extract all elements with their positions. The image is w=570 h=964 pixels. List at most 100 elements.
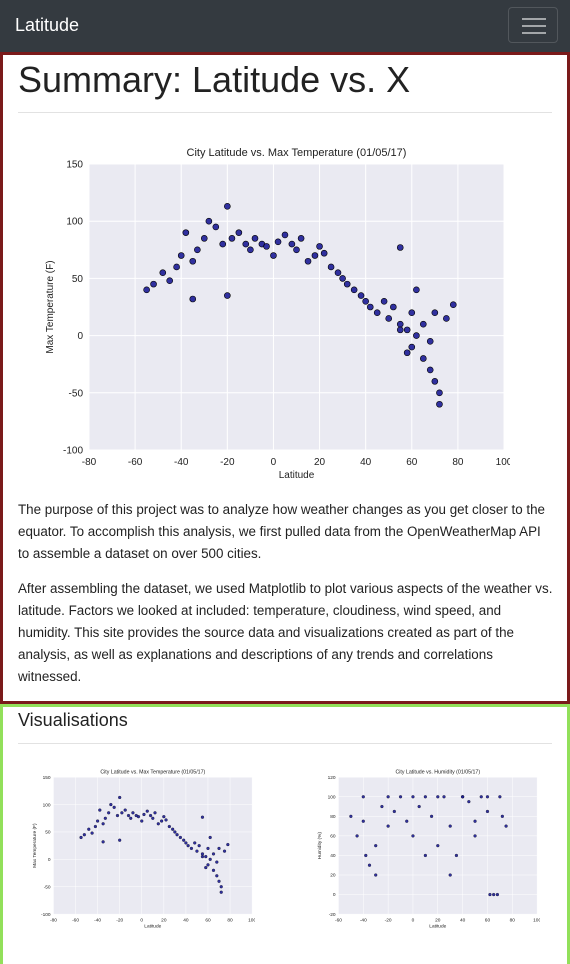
point [189, 257, 197, 265]
point [90, 831, 94, 835]
point [426, 338, 434, 345]
point [364, 853, 368, 858]
x-tick-label: 20 [314, 457, 326, 468]
point [109, 803, 113, 807]
point [334, 269, 342, 276]
y-tick-label: -100 [63, 446, 83, 457]
point [442, 795, 446, 799]
menu-toggle[interactable] [508, 7, 558, 43]
point [380, 804, 384, 809]
point [396, 326, 404, 334]
x-tick-label: 80 [227, 917, 233, 923]
chart-title: City Latitude vs. Max Temperature (01/05… [187, 147, 407, 159]
x-tick-label: -40 [360, 917, 367, 923]
point [366, 303, 374, 311]
point [193, 841, 197, 845]
point [492, 892, 496, 897]
chart-title: City Latitude vs. Max Temperature (01/05… [100, 769, 205, 775]
point [390, 303, 397, 311]
summary-title: Summary: Latitude vs. X [18, 59, 411, 100]
point [403, 326, 411, 334]
point [212, 223, 220, 231]
point [242, 240, 250, 248]
point [367, 863, 372, 867]
point [436, 400, 443, 408]
x-tick-label: 100 [533, 917, 540, 923]
point [467, 800, 471, 804]
paragraph: After assembling the dataset, we used Ma… [18, 581, 553, 684]
chart-thumbnail[interactable]: City Latitude vs. Max Temperature (01/05… [30, 768, 255, 931]
point [206, 863, 210, 867]
point [420, 355, 427, 362]
y-axis-label: Humidity (%) [317, 832, 323, 860]
point [449, 301, 457, 309]
y-tick-label: 80 [330, 814, 336, 820]
point [386, 795, 390, 799]
point [217, 846, 221, 850]
point [263, 243, 270, 250]
x-tick-label: 20 [435, 917, 441, 923]
point [115, 813, 120, 818]
y-tick-label: -100 [41, 912, 51, 918]
point [423, 795, 427, 799]
point [500, 814, 504, 818]
point [173, 830, 177, 834]
divider [18, 112, 552, 113]
point [167, 824, 171, 829]
point [200, 855, 205, 859]
point [166, 277, 173, 284]
point [495, 892, 499, 897]
y-tick-label: 50 [72, 274, 84, 285]
point [247, 246, 254, 254]
point [151, 816, 155, 820]
point [186, 844, 190, 848]
brand[interactable]: Latitude [15, 15, 80, 35]
point [189, 846, 194, 850]
y-tick-label: 100 [66, 217, 83, 228]
point [448, 873, 452, 877]
point [82, 833, 86, 837]
point [177, 252, 185, 259]
point [208, 835, 212, 840]
point [297, 235, 305, 242]
section-title: Visualisations [18, 710, 128, 730]
point [426, 366, 434, 374]
point [189, 295, 197, 303]
x-tick-label: 0 [140, 917, 143, 923]
point [101, 822, 105, 826]
point [156, 822, 160, 826]
y-tick-label: 120 [328, 775, 336, 781]
point [373, 309, 381, 317]
point [488, 892, 492, 897]
y-tick-label: 0 [333, 892, 336, 898]
point [327, 263, 335, 271]
point [200, 235, 208, 242]
point [408, 343, 416, 351]
point [479, 795, 483, 799]
point [107, 811, 111, 815]
point [101, 840, 105, 844]
x-tick-label: 40 [183, 917, 189, 923]
point [436, 389, 443, 397]
point [417, 804, 421, 809]
point [343, 280, 351, 288]
point [362, 297, 369, 305]
point [361, 819, 365, 823]
point [200, 815, 205, 819]
point [171, 827, 175, 831]
point [420, 320, 427, 328]
y-tick-label: 60 [330, 834, 336, 840]
point [408, 309, 416, 317]
point [197, 844, 201, 848]
plot-area [53, 777, 253, 915]
x-tick-label: -20 [385, 917, 392, 923]
point [311, 252, 319, 259]
x-tick-label: 60 [406, 457, 418, 468]
point [430, 814, 434, 818]
point [206, 846, 210, 850]
point [454, 853, 458, 858]
point [461, 795, 465, 799]
point [485, 809, 490, 814]
chart: City Latitude vs. Max Temperature (01/05… [45, 147, 510, 481]
chart-thumbnail[interactable]: City Latitude vs. Humidity (01/05/17) -60… [315, 768, 540, 931]
